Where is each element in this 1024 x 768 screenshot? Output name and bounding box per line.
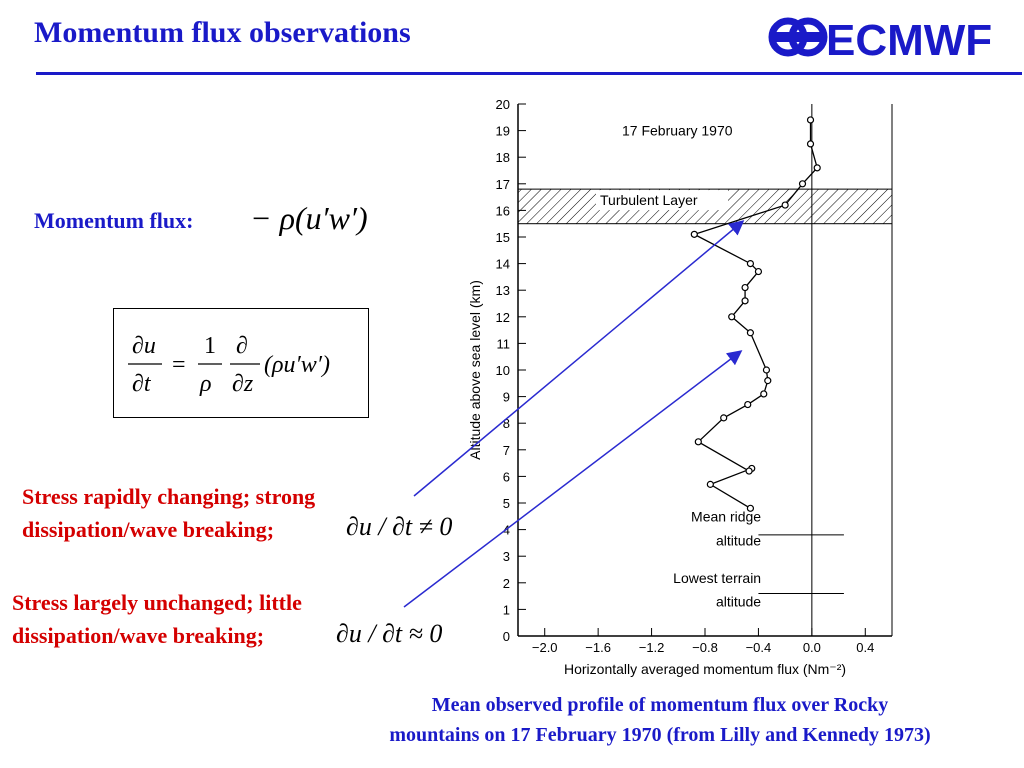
y-tick-label: 20: [496, 97, 510, 112]
data-point: [813, 164, 821, 172]
title-divider: [36, 72, 1022, 75]
data-point: [744, 400, 752, 409]
data-point: [706, 480, 714, 488]
y-tick-label: 7: [503, 443, 510, 458]
y-tick-label: 16: [496, 203, 510, 218]
turbulent-layer-label: Turbulent Layer: [600, 192, 698, 208]
x-tick-label: −1.2: [639, 640, 665, 655]
data-point: [745, 467, 753, 475]
eq-one: 1: [204, 333, 216, 359]
statement-little-line2: dissipation/wave breaking;: [12, 623, 265, 648]
y-tick-label: 9: [503, 390, 510, 405]
eq-equals: =: [172, 352, 186, 378]
eq-flux-term: (ρu′w′): [264, 352, 330, 378]
momentum-equation: ∂u ∂t = 1 ρ ∂ ∂z (ρu′w′): [128, 333, 330, 397]
y-tick-label: 3: [503, 549, 510, 564]
caption-line1: Mean observed profile of momentum flux o…: [431, 694, 889, 716]
statement-strong-math: ∂u / ∂t ≠ 0: [346, 512, 453, 541]
data-point: [720, 414, 728, 422]
data-point: [746, 504, 755, 512]
x-tick-label: −1.6: [585, 640, 611, 655]
x-axis-label: Horizontally averaged momentum flux (Nm⁻…: [564, 661, 846, 677]
data-point: [690, 230, 698, 238]
data-point: [694, 438, 702, 446]
data-point: [798, 180, 807, 188]
y-tick-label: 18: [496, 150, 510, 165]
mean-ridge-label: altitude: [716, 533, 761, 549]
x-tick-label: 0.4: [856, 640, 874, 655]
y-tick-label: 2: [503, 576, 510, 591]
y-axis-label: Altitude above sea level (km): [467, 280, 483, 460]
figure-caption: Mean observed profile of momentum flux o…: [300, 690, 1020, 750]
chart-title: 17 February 1970: [622, 123, 733, 139]
x-tick-label: −2.0: [532, 640, 558, 655]
y-tick-label: 4: [503, 523, 510, 538]
data-point: [741, 283, 749, 292]
logo-text: ECMWF: [826, 16, 992, 64]
statement-little-math: ∂u / ∂t ≈ 0: [336, 619, 443, 648]
equation-box: ∂u ∂t = 1 ρ ∂ ∂z (ρu′w′): [113, 308, 369, 418]
x-tick-label: 0.0: [803, 640, 821, 655]
data-point: [746, 260, 755, 268]
momentum-flux-formula: − ρ(u′w′): [250, 200, 368, 236]
y-tick-label: 5: [503, 496, 510, 511]
statement-strong-line1: Stress rapidly changing; strong: [22, 484, 316, 509]
y-tick-label: 13: [496, 283, 510, 298]
y-tick-label: 15: [496, 230, 510, 245]
data-point: [764, 377, 772, 385]
y-tick-label: 12: [496, 310, 510, 325]
statement-little-dissipation: Stress largely unchanged; little dissipa…: [12, 586, 302, 652]
y-tick-label: 17: [496, 177, 510, 192]
data-point: [781, 201, 789, 209]
data-point: [754, 267, 763, 276]
y-tick-label: 19: [496, 124, 510, 139]
eq-lhs-numerator: ∂u: [132, 333, 156, 359]
eq-dz: ∂z: [232, 371, 254, 397]
data-point: [762, 366, 771, 374]
y-tick-label: 11: [497, 336, 511, 351]
statement-strong-line2: dissipation/wave breaking;: [22, 517, 275, 542]
y-tick-label: 14: [496, 257, 510, 272]
eq-lhs-denominator: ∂t: [132, 371, 152, 397]
data-point: [806, 140, 815, 148]
x-tick-label: −0.4: [746, 640, 772, 655]
y-tick-label: 0: [503, 629, 510, 644]
page-title: Momentum flux observations: [34, 16, 411, 49]
momentum-flux-profile-chart: Turbulent Layer0123456789101112131415161…: [467, 97, 893, 677]
y-tick-label: 10: [496, 363, 510, 378]
ecmwf-logo: ECMWF: [768, 16, 992, 64]
data-point: [746, 329, 755, 337]
lowest-terrain-label: Lowest terrain: [673, 570, 761, 586]
data-point: [728, 313, 736, 321]
eq-rho: ρ: [199, 371, 212, 397]
data-point: [760, 390, 768, 398]
data-point: [806, 116, 815, 124]
data-point: [741, 297, 749, 305]
x-tick-label: −0.8: [692, 640, 718, 655]
eq-partial: ∂: [236, 333, 248, 359]
statement-little-line1: Stress largely unchanged; little: [12, 590, 302, 615]
caption-line2: mountains on 17 February 1970 (from Lill…: [389, 724, 931, 746]
y-tick-label: 1: [503, 602, 510, 617]
statement-strong-dissipation: Stress rapidly changing; strong dissipat…: [22, 480, 315, 546]
turbulent-layer-label-bg: [596, 190, 728, 211]
y-tick-label: 8: [503, 416, 510, 431]
y-tick-label: 6: [503, 469, 510, 484]
momentum-flux-label: Momentum flux:: [34, 208, 194, 233]
lowest-terrain-label: altitude: [716, 594, 761, 610]
profile-line: [692, 119, 818, 509]
